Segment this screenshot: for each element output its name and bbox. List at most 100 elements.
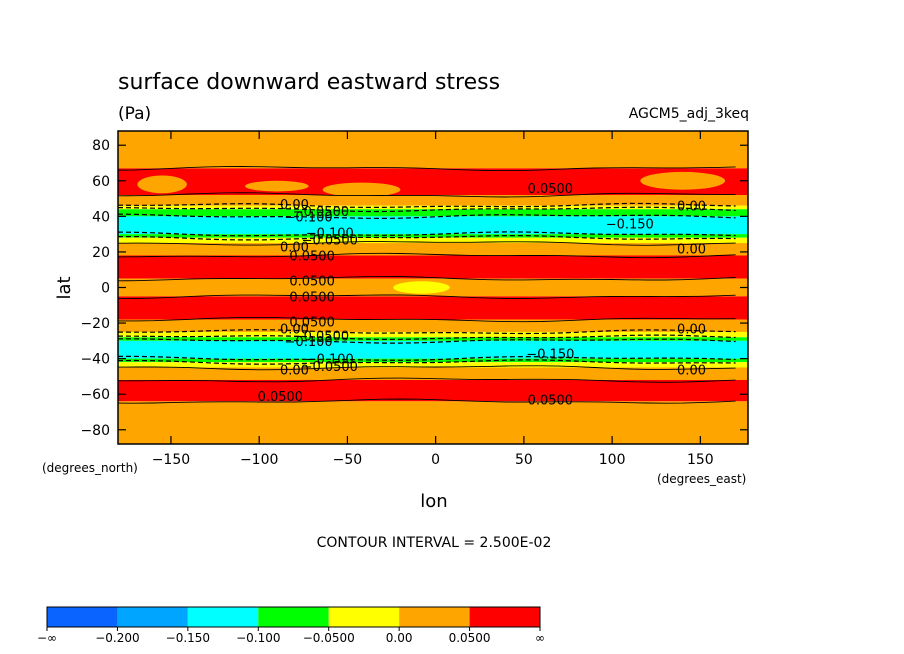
y-tick-label: −40 xyxy=(80,352,110,368)
colorbar: −∞ −0.200 −0.150 −0.100 −0.0500 0.00 0.0500 ∞ xyxy=(37,606,545,645)
y-tick-label: 40 xyxy=(92,209,110,225)
contour-label: 0.00 xyxy=(677,242,706,257)
contour-label: 0.00 xyxy=(677,363,706,378)
colorbar-label: −0.100 xyxy=(236,631,280,645)
contour-label: 0.0500 xyxy=(289,315,335,330)
contour-label: 0.0500 xyxy=(289,249,335,264)
contour-label: −0.100 xyxy=(306,353,354,368)
contour-label: 0.0500 xyxy=(289,274,335,289)
contour-label: −0.100 xyxy=(285,335,333,350)
contour-line xyxy=(118,241,736,246)
colorbar-frame xyxy=(46,606,541,628)
contour-line xyxy=(118,206,736,213)
contour-labels: 0.00−0.0500−0.100−0.100−0.05000.000.0500… xyxy=(258,182,706,409)
colorbar-label: 0.0500 xyxy=(449,631,491,645)
y-axis: 80 60 40 20 0 −20 −40 −60 −80 xyxy=(80,138,748,439)
contour-band xyxy=(118,237,748,244)
contour-label: −0.0500 xyxy=(293,205,349,220)
y-tick-label: 20 xyxy=(92,245,110,261)
contour-patch xyxy=(137,175,187,194)
contour-band xyxy=(118,319,748,332)
chart-title: surface downward eastward stress xyxy=(118,70,500,95)
x-units-label: (degrees_east) xyxy=(657,472,746,486)
contour-label: −0.150 xyxy=(526,347,574,362)
y-tick-label: 0 xyxy=(101,281,110,297)
contour-band xyxy=(118,358,748,363)
contour-line xyxy=(118,166,736,172)
colorbar-swatch xyxy=(47,607,118,627)
x-tick-label: −100 xyxy=(240,452,278,468)
contour-band xyxy=(118,362,748,368)
contour-label: −0.100 xyxy=(306,226,354,241)
contour-label: −0.0500 xyxy=(293,330,349,345)
contour-band xyxy=(118,205,748,210)
colorbar-swatch xyxy=(117,607,188,627)
colorbar-swatch xyxy=(469,607,540,627)
contour-label: −0.0500 xyxy=(302,360,358,375)
dataset-label: AGCM5_adj_3keq xyxy=(629,106,749,122)
y-tick-label: 80 xyxy=(92,138,110,154)
contour-line xyxy=(118,365,736,371)
contour-band xyxy=(118,296,748,320)
contour-line xyxy=(118,338,736,344)
contour-line xyxy=(118,213,736,220)
contour-label: 0.00 xyxy=(280,363,309,378)
x-tick-label: −150 xyxy=(152,452,190,468)
x-tick-label: −50 xyxy=(333,452,363,468)
colorbar-label: ∞ xyxy=(535,631,545,645)
contour-line xyxy=(118,202,736,208)
colorbar-swatch xyxy=(399,607,470,627)
x-tick-label: 150 xyxy=(687,452,714,468)
contour-line xyxy=(118,329,736,335)
contour-line xyxy=(118,359,736,365)
x-axis: −150 −100 −50 0 50 100 150 xyxy=(152,131,714,468)
contour-label: 0.0500 xyxy=(289,290,335,305)
contour-line xyxy=(118,355,736,361)
contour-band xyxy=(118,340,748,359)
contour-patch xyxy=(640,171,726,190)
contour-line xyxy=(118,377,736,383)
colorbar-label: 0.00 xyxy=(386,631,413,645)
contour-label: 0.0500 xyxy=(528,394,574,409)
contour-patch xyxy=(245,180,309,192)
contour-field xyxy=(118,131,748,444)
contour-band xyxy=(118,401,748,444)
x-axis-label: lon xyxy=(420,491,447,512)
contour-band xyxy=(118,209,748,217)
x-tick-label: 100 xyxy=(599,452,626,468)
colorbar-swatch xyxy=(328,607,400,627)
contour-label: 0.00 xyxy=(677,322,706,337)
y-tick-label: −60 xyxy=(80,387,110,403)
contour-line xyxy=(118,294,736,300)
contour-patch xyxy=(322,182,401,197)
contour-line xyxy=(118,316,736,323)
colorbar-label: −0.0500 xyxy=(303,631,355,645)
contour-band xyxy=(118,255,748,279)
contour-line xyxy=(118,334,736,341)
contour-line xyxy=(118,235,736,241)
contour-line xyxy=(118,275,736,282)
contour-band xyxy=(118,195,748,206)
contour-band xyxy=(118,243,748,256)
contour-label: −0.150 xyxy=(606,217,654,232)
x-tick-label: 0 xyxy=(431,452,440,468)
contour-patch xyxy=(393,281,450,294)
colorbar-swatch xyxy=(258,607,329,627)
contour-label: 0.0500 xyxy=(528,182,574,197)
contour-label: −0.0500 xyxy=(302,233,358,248)
colorbar-label: −0.150 xyxy=(166,631,210,645)
contour-label: 0.00 xyxy=(280,322,309,337)
colorbar-swatch xyxy=(187,607,259,627)
contour-band xyxy=(118,379,748,402)
contour-label: 0.0500 xyxy=(258,390,304,405)
contour-line xyxy=(118,398,736,404)
y-units-label: (degrees_north) xyxy=(42,461,138,475)
contour-interval-text: CONTOUR INTERVAL = 2.500E-02 xyxy=(317,535,552,551)
units-label: (Pa) xyxy=(118,104,151,124)
contour-line xyxy=(118,252,736,259)
contour-band xyxy=(118,216,748,235)
contour-line xyxy=(118,192,736,198)
plot-area: 0.00−0.0500−0.100−0.100−0.05000.000.0500… xyxy=(117,130,749,445)
contour-label: 0.00 xyxy=(677,200,706,215)
x-tick-label: 50 xyxy=(515,452,533,468)
